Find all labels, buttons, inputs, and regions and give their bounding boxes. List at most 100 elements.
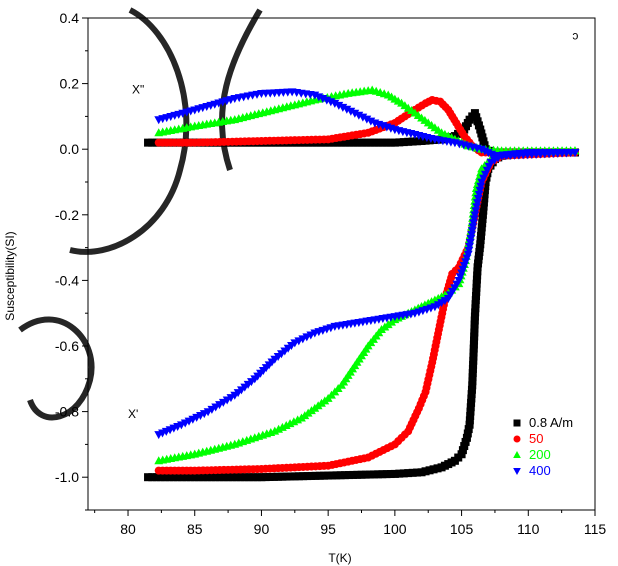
data-point <box>466 407 475 416</box>
data-point <box>194 473 203 482</box>
data-point <box>232 473 241 482</box>
series-3 <box>154 88 580 440</box>
data-point <box>469 360 478 369</box>
y-axis-label: Susceptibility(SI) <box>3 231 17 320</box>
data-point <box>458 446 467 455</box>
data-point <box>470 328 479 337</box>
data-point <box>408 468 417 477</box>
y-tick-label: -0.2 <box>55 207 79 223</box>
data-point <box>382 470 391 479</box>
legend-marker <box>513 468 521 476</box>
data-point <box>477 223 486 232</box>
data-point <box>340 471 349 480</box>
data-point <box>469 356 478 365</box>
data-point <box>307 471 316 480</box>
data-point <box>353 470 362 479</box>
data-point <box>477 227 486 236</box>
data-point <box>468 373 477 382</box>
data-point <box>469 344 478 353</box>
data-point <box>324 471 333 480</box>
legend-label: 200 <box>529 447 551 462</box>
data-point <box>144 138 153 147</box>
data-point <box>469 219 478 228</box>
data-point <box>467 231 476 240</box>
data-point <box>169 473 178 482</box>
data-point <box>203 473 212 482</box>
data-point <box>178 473 187 482</box>
axis-ticks: 80 85 90 95 100 105 110 115 -1.0 -0.8 -0.6 -0.4 -0.2… <box>55 10 606 537</box>
data-point <box>471 207 481 216</box>
data-point <box>315 471 324 480</box>
legend-marker <box>513 450 521 458</box>
data-point <box>473 271 482 280</box>
data-point <box>473 195 483 203</box>
y-tick-label: 0.0 <box>60 141 80 157</box>
data-point <box>399 469 408 478</box>
data-point <box>282 472 291 481</box>
data-point <box>294 472 303 481</box>
data-point <box>462 433 471 442</box>
legend-label: 50 <box>529 431 543 446</box>
data-point <box>161 473 170 482</box>
data-point <box>215 473 224 482</box>
data-point <box>382 138 391 147</box>
data-point <box>341 138 350 147</box>
data-point <box>468 223 478 232</box>
data-point <box>257 473 266 482</box>
data-point <box>370 138 379 147</box>
data-point <box>148 473 157 482</box>
data-point <box>165 473 174 482</box>
data-point <box>467 390 476 399</box>
data-point <box>370 470 379 479</box>
data-point <box>319 471 328 480</box>
data-point <box>468 377 477 386</box>
watermark <box>18 7 263 421</box>
data-point <box>224 473 233 482</box>
data-point <box>152 473 161 482</box>
data-point <box>470 312 479 321</box>
data-point <box>378 470 387 479</box>
data-point <box>469 340 478 349</box>
data-point <box>465 420 474 429</box>
data-point <box>329 138 338 147</box>
data-point <box>429 465 438 474</box>
data-point <box>299 472 308 481</box>
data-point <box>156 473 165 482</box>
legend-label: 0.8 A/m <box>529 415 573 430</box>
x-tick-label: 115 <box>584 521 607 537</box>
data-point <box>470 320 479 329</box>
data-point <box>386 138 395 147</box>
data-point <box>244 473 253 482</box>
data-point <box>390 469 399 478</box>
data-marks <box>144 85 580 482</box>
data-point <box>353 138 362 147</box>
data-point <box>469 348 478 357</box>
data-point <box>470 332 479 341</box>
data-point <box>190 473 199 482</box>
data-point <box>475 186 485 195</box>
data-point <box>408 137 417 146</box>
data-point <box>265 472 274 481</box>
data-point <box>374 138 383 147</box>
data-point <box>469 215 479 224</box>
data-point <box>433 464 442 473</box>
y-tick-label: 0.2 <box>60 76 80 92</box>
data-point <box>240 473 249 482</box>
data-point <box>473 117 482 126</box>
data-point <box>378 138 387 147</box>
data-point <box>476 240 485 249</box>
data-point <box>457 450 466 459</box>
data-point <box>471 304 480 313</box>
data-point <box>480 186 489 195</box>
data-point <box>472 203 481 212</box>
data-point <box>362 138 371 147</box>
data-point <box>274 472 283 481</box>
data-point <box>467 227 477 236</box>
x-tick-label: 80 <box>120 521 136 537</box>
data-point <box>336 471 345 480</box>
data-point <box>478 215 487 224</box>
series-2 <box>154 85 580 465</box>
data-point <box>470 324 479 333</box>
